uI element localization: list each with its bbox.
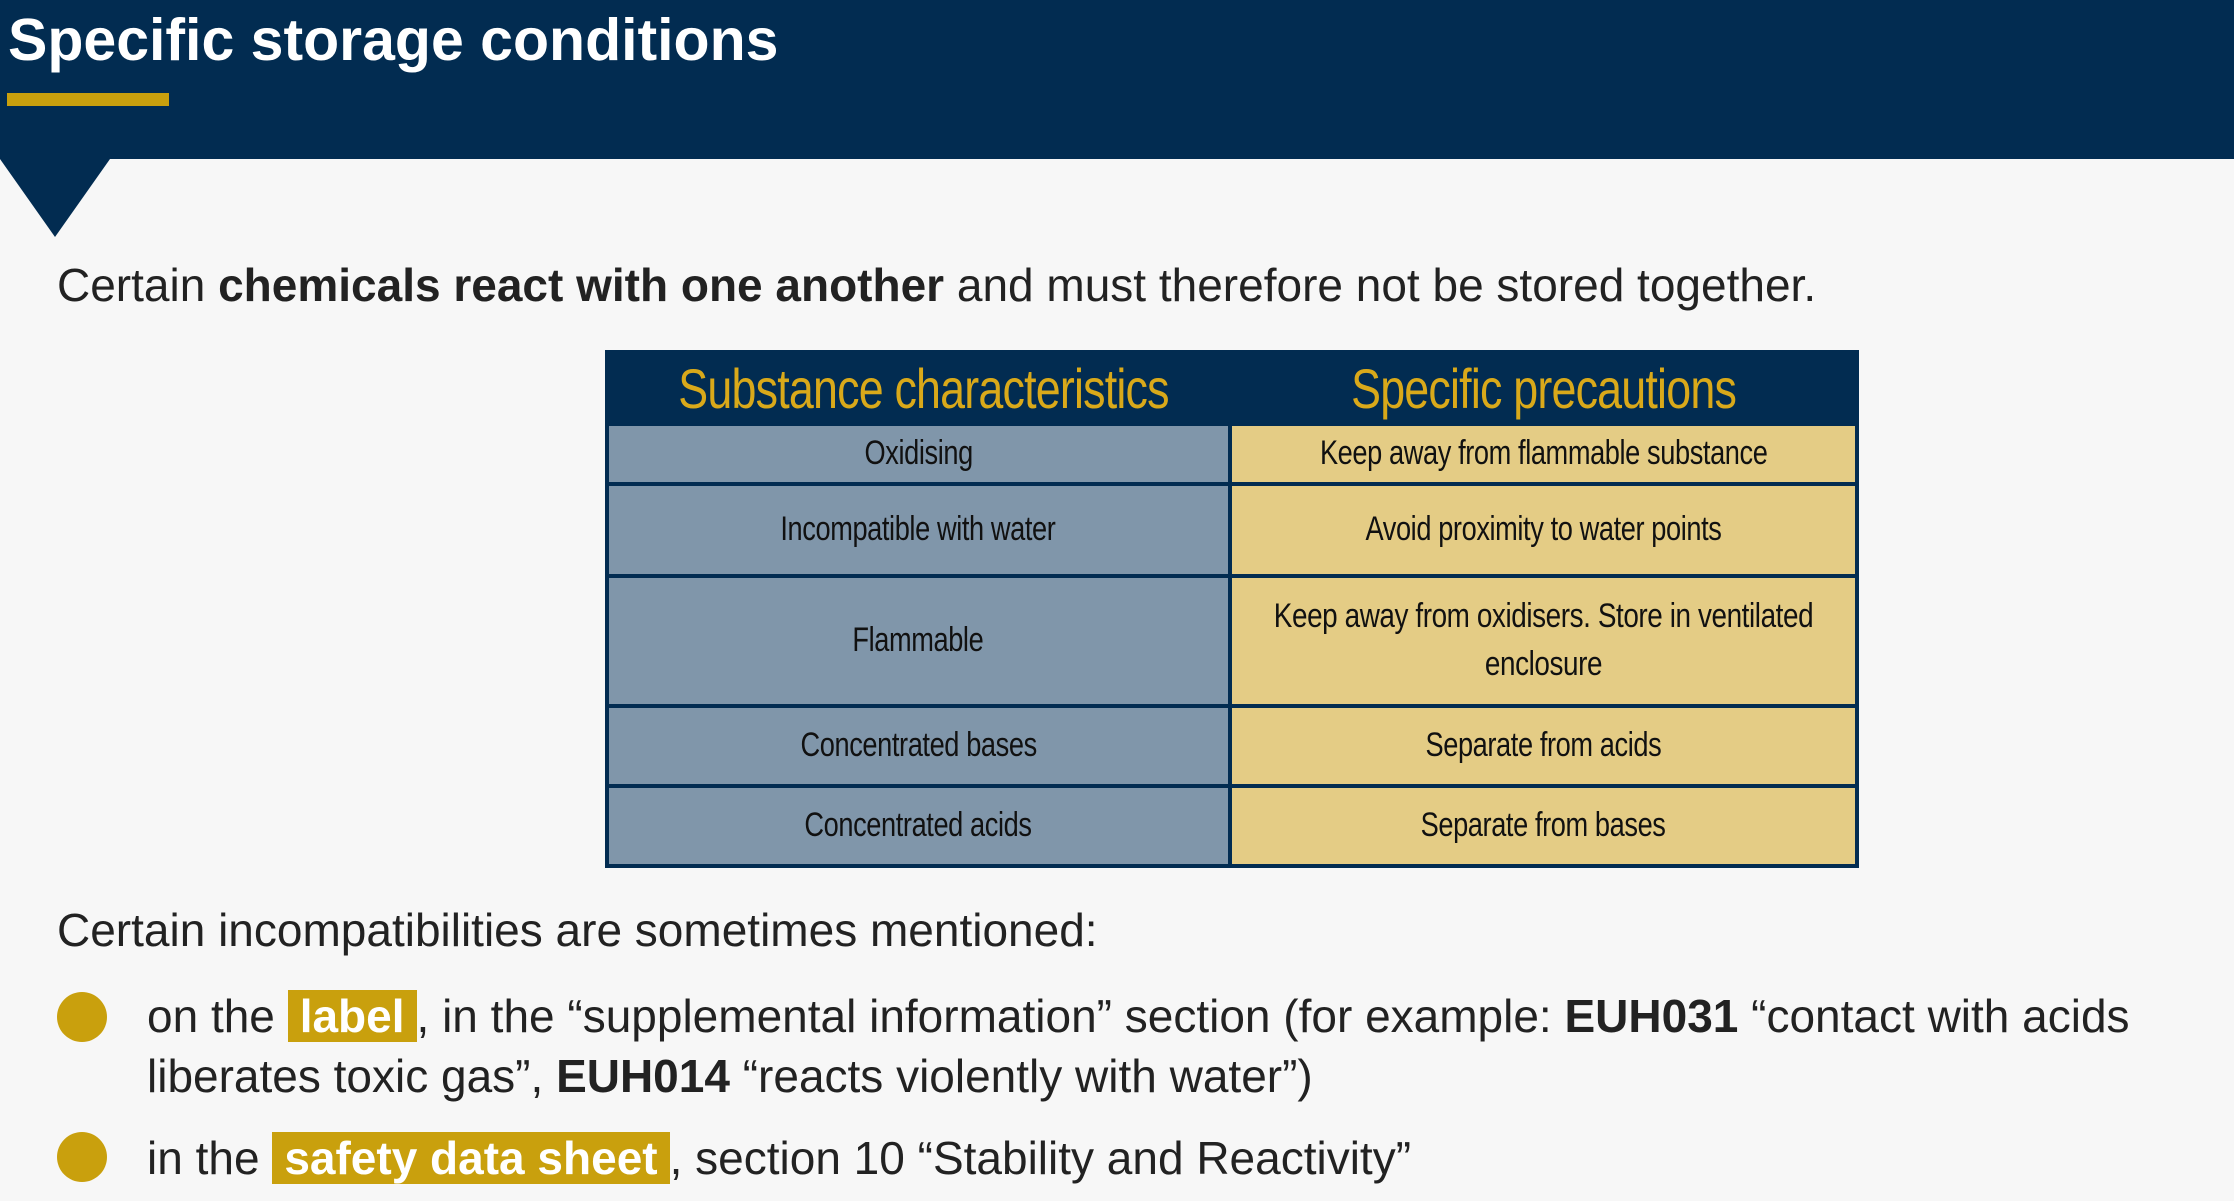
page-title: Specific storage conditions [8, 7, 779, 73]
header-pointer [0, 159, 110, 237]
cell-characteristic: Concentrated bases [605, 704, 1232, 788]
title-underline [7, 93, 169, 106]
table-row: Incompatible with water Avoid proximity … [605, 482, 1859, 578]
intro-sentence: Certain chemicals react with one another… [57, 258, 1816, 312]
bullet-text-part: , section 10 “Stability and Reactivity” [669, 1132, 1412, 1184]
precautions-table-container: Substance characteristics Specific preca… [605, 350, 1859, 868]
bullet-sds-item: in the safety data sheet, section 10 “St… [147, 1128, 2227, 1188]
incompatibilities-lead: Certain incompatibilities are sometimes … [57, 904, 1098, 956]
table-row: Concentrated acids Separate from bases [605, 784, 1859, 868]
table-row: Oxidising Keep away from flammable subst… [605, 422, 1859, 486]
bullet-dot [57, 1132, 107, 1182]
intro-prefix: Certain [57, 259, 219, 311]
bullet-text-part: on the [147, 990, 288, 1042]
code-euh031: EUH031 [1564, 990, 1739, 1042]
cell-characteristic: Concentrated acids [605, 784, 1232, 868]
cell-precaution: Keep away from oxidisers. Store in venti… [1227, 574, 1859, 708]
bullet-text-part: “reacts violently with water”) [729, 1050, 1313, 1102]
cell-characteristic: Oxidising [605, 422, 1232, 486]
cell-characteristic: Flammable [605, 574, 1232, 708]
cell-precaution: Keep away from flammable substance [1227, 422, 1859, 486]
highlight-safety-data-sheet: safety data sheet [272, 1132, 670, 1184]
bullet-text-part: “contact with acids liberates toxic gas”… [147, 990, 2130, 1102]
precautions-table: Substance characteristics Specific preca… [605, 350, 1859, 868]
table-row: Concentrated bases Separate from acids [605, 704, 1859, 788]
bullet-label-item: on the label, in the “supplemental infor… [147, 986, 2227, 1106]
bullet-text-part: in the [147, 1132, 273, 1184]
table-row: Flammable Keep away from oxidisers. Stor… [605, 574, 1859, 708]
intro-emphasis: chemicals react with one another [218, 259, 945, 311]
header-substance-characteristics: Substance characteristics [605, 350, 1232, 426]
highlight-label: label [287, 990, 417, 1042]
table-header-row: Substance characteristics Specific preca… [605, 350, 1859, 426]
bullet-text-part: , in the “supplemental information” sect… [416, 990, 1565, 1042]
cell-precaution: Avoid proximity to water points [1227, 482, 1859, 578]
bullet-dot [57, 992, 107, 1042]
cell-precaution: Separate from bases [1227, 784, 1859, 868]
header-specific-precautions: Specific precautions [1227, 350, 1859, 426]
header-banner: Specific storage conditions [0, 0, 2234, 159]
cell-characteristic: Incompatible with water [605, 482, 1232, 578]
intro-suffix: and must therefore not be stored togethe… [944, 259, 1817, 311]
cell-precaution: Separate from acids [1227, 704, 1859, 788]
code-euh014: EUH014 [556, 1050, 730, 1102]
